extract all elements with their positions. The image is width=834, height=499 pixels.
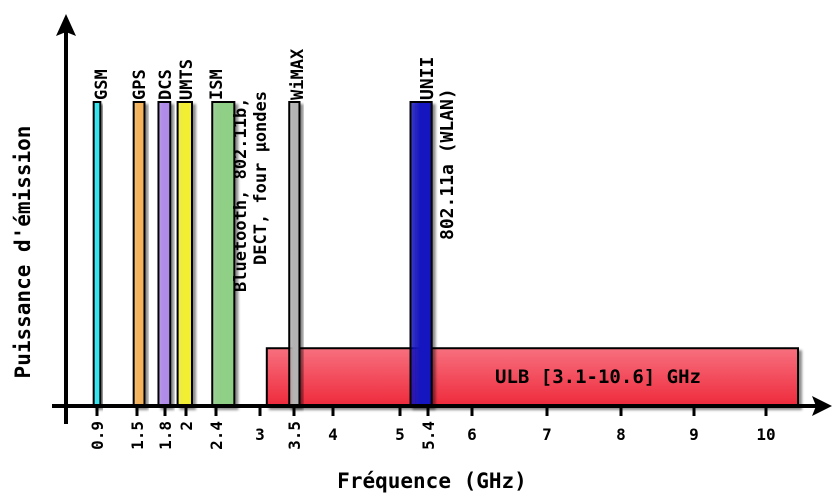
x-axis-title: Fréquence (GHz) [337, 469, 527, 493]
band-gsm [92, 101, 102, 407]
band-label-gps-0: GPS [130, 69, 150, 100]
band-ulb [265, 347, 799, 407]
x-tick-label-1: 1.5 [128, 421, 147, 450]
band-label-dcs-0: DCS [156, 69, 176, 100]
x-tick-label-11: 7 [542, 425, 552, 444]
x-tick-label-9: 5.4 [419, 421, 438, 450]
band-label-umts-0: UMTS [177, 59, 197, 100]
band-label-gsm-0: GSM [92, 69, 112, 100]
x-tick-label-7: 4 [328, 425, 338, 444]
band-label-ism-0: ISM [207, 69, 227, 100]
band-label-unii-0: UNII [417, 57, 438, 100]
x-tick-label-0: 0.9 [88, 421, 107, 450]
x-tick-label-13: 9 [689, 425, 699, 444]
x-axis-arrow [812, 396, 832, 416]
band-unii [409, 101, 433, 407]
band-wimax [288, 101, 301, 407]
x-tick-label-14: 10 [756, 425, 775, 444]
x-tick-label-4: 2.4 [207, 421, 226, 450]
x-tick-label-6: 3.5 [285, 421, 304, 450]
band-dcs [157, 101, 172, 407]
y-axis-arrow [56, 14, 76, 36]
y-axis-title: Puissance d'émission [11, 126, 35, 379]
x-tick-label-5: 3 [255, 425, 265, 444]
band-label-ism-1: Bluetooth, 802.11b, [231, 98, 251, 292]
band-umts [176, 101, 194, 407]
band-label-ism-2: DECT, four μondes [251, 91, 271, 265]
x-tick-label-8: 5 [395, 425, 405, 444]
axes [52, 14, 832, 424]
x-tick-label-2: 1.8 [156, 421, 175, 450]
band-label-unii-1: 802.11a (WLAN) [437, 88, 458, 240]
x-ticks: 0.9 1.5 1.8 2 2.4 3 3.5 4 5 5.4 6 7 8 9 10 [88, 406, 776, 450]
band-ulb-label: ULB [3.1-10.6] GHz [495, 366, 701, 388]
x-tick-label-10: 6 [467, 425, 477, 444]
x-tick-label-3: 2 [177, 421, 196, 431]
band-gps [132, 101, 146, 407]
band-label-wimax-0: WiMAX [288, 48, 308, 100]
x-tick-label-12: 8 [616, 425, 626, 444]
